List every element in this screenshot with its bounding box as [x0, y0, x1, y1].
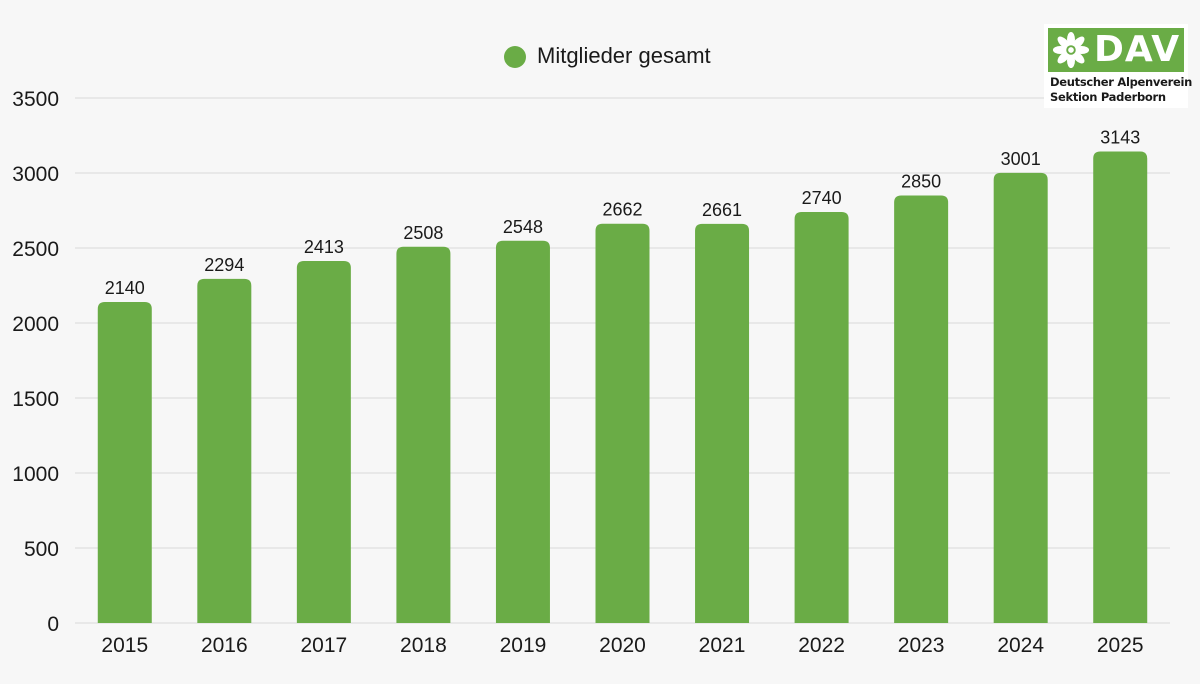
bar-2019: [495, 240, 550, 624]
bar-2023: [894, 195, 949, 623]
data-label-2016: 2294: [204, 255, 244, 275]
legend-marker: [504, 46, 526, 68]
y-tick-label: 500: [24, 538, 59, 561]
x-tick-label-2024: 2024: [997, 634, 1044, 657]
x-tick-label-2022: 2022: [798, 634, 845, 657]
bar-2018: [396, 246, 451, 624]
x-tick-label-2025: 2025: [1097, 634, 1144, 657]
legend: Mitglieder gesamt: [504, 43, 711, 68]
bar-2022: [794, 212, 849, 623]
x-tick-label-2020: 2020: [599, 634, 646, 657]
y-tick-label: 2000: [12, 313, 59, 336]
bar-2020: [595, 223, 650, 623]
data-label-2021: 2661: [702, 200, 742, 220]
x-tick-label-2023: 2023: [898, 634, 945, 657]
bar-2015: [97, 302, 152, 623]
y-tick-label: 1500: [12, 388, 59, 411]
y-tick-label: 3000: [12, 163, 59, 186]
bar-2017: [296, 261, 351, 623]
data-label-2024: 3001: [1001, 149, 1041, 169]
bars: [97, 151, 1148, 624]
bar-2021: [695, 223, 750, 623]
x-tick-label-2017: 2017: [301, 634, 348, 657]
x-tick-label-2021: 2021: [699, 634, 746, 657]
data-label-2020: 2662: [602, 200, 642, 220]
x-tick-label-2019: 2019: [500, 634, 547, 657]
logo-line-1: Deutscher Alpenverein: [1050, 75, 1193, 89]
data-label-2019: 2548: [503, 217, 543, 237]
x-axis-ticks: 2015 2016 2017 2018 2019 2020 2021 2022 2023 2024…: [101, 634, 1143, 657]
x-tick-label-2018: 2018: [400, 634, 447, 657]
bar-2016: [197, 278, 252, 623]
y-tick-label: 0: [47, 613, 59, 636]
data-label-2025: 3143: [1100, 128, 1140, 148]
x-tick-label-2015: 2015: [101, 634, 148, 657]
logo-wordmark: DAV: [1094, 29, 1181, 70]
data-label-2015: 2140: [105, 278, 145, 298]
y-tick-label: 1000: [12, 463, 59, 486]
y-axis-ticks: 0 500 1000 1500 2000 2500 3000 3500: [12, 88, 59, 636]
edelweiss-icon: [1048, 28, 1094, 72]
bar-2024: [993, 172, 1048, 623]
y-tick-label: 3500: [12, 88, 59, 111]
bar-2025: [1093, 151, 1148, 624]
y-tick-label: 2500: [12, 238, 59, 261]
logo-line-2: Sektion Paderborn: [1050, 90, 1166, 104]
data-label-2022: 2740: [802, 188, 842, 208]
logo-band: DAV: [1048, 28, 1184, 72]
legend-label: Mitglieder gesamt: [537, 43, 711, 68]
data-labels: 2140 2294 2413 2508 2548 2662 2661 2740 2850 3001…: [105, 128, 1141, 298]
data-label-2017: 2413: [304, 237, 344, 257]
dav-logo: DAV Deutscher Alpenverein Sektion Paderb…: [1044, 24, 1192, 108]
data-label-2018: 2508: [403, 223, 443, 243]
data-label-2023: 2850: [901, 172, 941, 192]
x-tick-label-2016: 2016: [201, 634, 248, 657]
